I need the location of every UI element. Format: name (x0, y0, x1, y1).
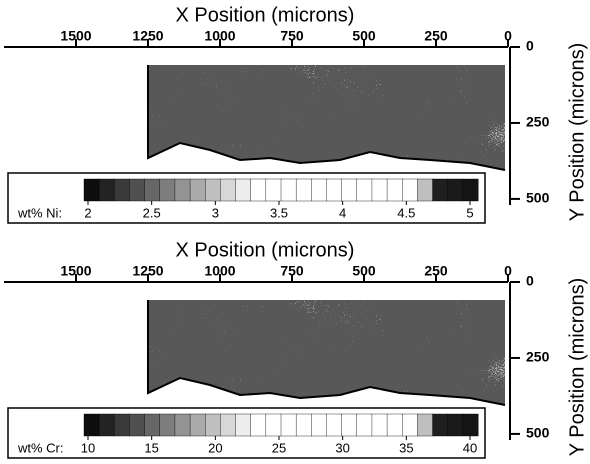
colorbar-cell (417, 179, 432, 201)
x-tick-label: 250 (424, 263, 448, 279)
colorbar-cell (114, 414, 129, 436)
x-tick-label: 1250 (132, 28, 163, 44)
colorbar-cell (266, 179, 281, 201)
colorbar-cell (145, 414, 160, 436)
colorbar-cell (372, 414, 387, 436)
x-axis-label: X Position (microns) (176, 4, 355, 26)
colorbar-tick-label: 35 (399, 440, 413, 455)
colorbar-tick-label: 2 (84, 205, 91, 220)
colorbar-cell (190, 179, 205, 201)
colorbar-cell (372, 179, 387, 201)
colorbar-cell (387, 179, 402, 201)
colorbar-label: wt% Ni: (17, 205, 62, 220)
colorbar-cell (281, 414, 296, 436)
colorbar-tick-label: 4 (339, 205, 346, 220)
colorbar-cell (205, 179, 220, 201)
composition-map (148, 65, 505, 170)
y-axis-label: Y Position (microns) (566, 278, 588, 457)
colorbar-cell (342, 179, 357, 201)
colorbar-cell (463, 179, 478, 201)
colorbar-tick-label: 40 (463, 440, 477, 455)
colorbar-tick-label: 2.5 (143, 205, 161, 220)
colorbar-tick-label: 5 (466, 205, 473, 220)
colorbar-cell (266, 414, 281, 436)
x-tick-label: 1500 (60, 263, 91, 279)
colorbar-cell (357, 414, 372, 436)
y-axis-label: Y Position (microns) (566, 43, 588, 222)
y-tick-label: 250 (526, 349, 550, 365)
colorbar-cell (402, 179, 417, 201)
colorbar-cell (175, 179, 190, 201)
x-tick-label: 0 (504, 263, 512, 279)
colorbar-cell (326, 179, 341, 201)
colorbar-tick-label: 4.5 (397, 205, 415, 220)
colorbar-cell (448, 179, 463, 201)
x-tick-label: 1250 (132, 263, 163, 279)
colorbar-tick-label: 30 (335, 440, 349, 455)
colorbar-cell (129, 179, 144, 201)
x-tick-label: 0 (504, 28, 512, 44)
colorbar-cell (357, 179, 372, 201)
colorbar-cell (145, 179, 160, 201)
colorbar-cell (220, 414, 235, 436)
colorbar-cell (114, 179, 129, 201)
colorbar-cell (99, 179, 114, 201)
colorbar-cell (84, 179, 99, 201)
x-tick-label: 500 (352, 28, 376, 44)
colorbar-cell (402, 414, 417, 436)
colorbar-cell (129, 414, 144, 436)
colorbar-label: wt% Cr: (17, 440, 64, 455)
colorbar-cell (296, 414, 311, 436)
colorbar-tick-label: 3 (212, 205, 219, 220)
colorbar-cell (448, 414, 463, 436)
colorbar-cell (311, 179, 326, 201)
y-tick-label: 0 (526, 273, 534, 289)
colorbar-cell (463, 414, 478, 436)
x-tick-label: 1500 (60, 28, 91, 44)
colorbar-cell (342, 414, 357, 436)
x-tick-label: 500 (352, 263, 376, 279)
figure: X Position (microns)15001250100075050025… (0, 0, 590, 464)
composition-map (148, 300, 505, 405)
x-axis-label: X Position (microns) (176, 239, 355, 261)
colorbar-cell (99, 414, 114, 436)
colorbar-cell (433, 179, 448, 201)
x-tick-label: 250 (424, 28, 448, 44)
colorbar-cell (296, 179, 311, 201)
y-tick-label: 500 (526, 190, 550, 206)
colorbar-cell (236, 179, 251, 201)
colorbar-cell (251, 179, 266, 201)
colorbar-tick-label: 15 (144, 440, 158, 455)
colorbar-cell (281, 179, 296, 201)
colorbar-tick-label: 25 (272, 440, 286, 455)
colorbar-cell (251, 414, 266, 436)
colorbar-cell (160, 414, 175, 436)
x-tick-label: 1000 (204, 28, 235, 44)
colorbar-cell (205, 414, 220, 436)
x-tick-label: 750 (280, 263, 304, 279)
y-tick-label: 500 (526, 425, 550, 441)
colorbar-tick-label: 3.5 (270, 205, 288, 220)
colorbar-cell (326, 414, 341, 436)
colorbar-cell (417, 414, 432, 436)
colorbar-cell (84, 414, 99, 436)
colorbar-cell (236, 414, 251, 436)
colorbar-cell (433, 414, 448, 436)
colorbar-cell (160, 179, 175, 201)
colorbar-cell (190, 414, 205, 436)
colorbar-cell (387, 414, 402, 436)
y-tick-label: 0 (526, 38, 534, 54)
colorbar-tick-label: 20 (208, 440, 222, 455)
x-tick-label: 750 (280, 28, 304, 44)
colorbar-tick-label: 10 (81, 440, 95, 455)
y-tick-label: 250 (526, 114, 550, 130)
colorbar-cell (175, 414, 190, 436)
x-tick-label: 1000 (204, 263, 235, 279)
colorbar-cell (311, 414, 326, 436)
colorbar-cell (220, 179, 235, 201)
